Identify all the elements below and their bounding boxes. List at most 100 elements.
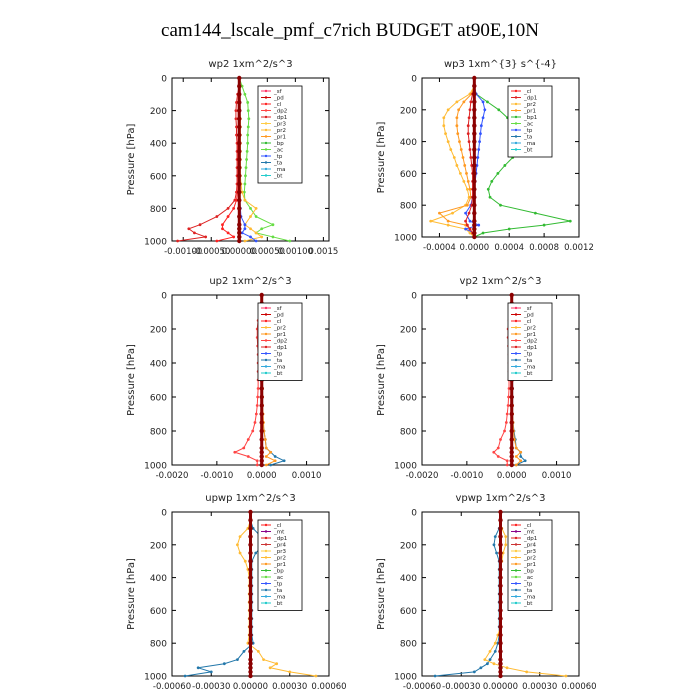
data-point_cl: [215, 239, 219, 243]
data-point_pr2: [275, 662, 279, 666]
data-point_dp2: [496, 455, 500, 458]
data-point_ta: [196, 666, 200, 670]
legend-entry: _pd: [523, 313, 534, 319]
data-point_dp1: [234, 117, 238, 121]
budget-marker: [237, 238, 242, 244]
data-point_ac: [254, 215, 258, 218]
legend-entry: _dp1: [273, 345, 287, 351]
legend-entry: _ta: [273, 161, 282, 167]
y-tick-label: 600: [150, 607, 167, 617]
data-point_ta: [433, 674, 437, 678]
legend-marker: [264, 562, 268, 566]
data-point_dp2: [504, 421, 508, 424]
budget-marker: [248, 624, 253, 629]
data-point_ta: [495, 551, 498, 555]
y-axis-label: Pressure [hPa]: [376, 558, 387, 630]
y-tick-label: 800: [150, 205, 167, 215]
legend-entry: _pr3: [273, 549, 287, 555]
legend-entry: _bp: [273, 569, 284, 575]
data-point_pr1: [273, 459, 277, 463]
y-tick-label: 200: [400, 106, 417, 116]
legend-entry: _pr3: [273, 122, 287, 128]
data-point_pr2: [243, 559, 247, 563]
budget-marker: [237, 100, 242, 105]
legend-entry: _mt: [273, 530, 285, 536]
legend-entry: _dp1: [273, 115, 287, 121]
legend-entry: _pd: [273, 96, 284, 102]
legend-marker: [264, 556, 268, 559]
legend-marker: [264, 569, 268, 572]
budget-marker: [237, 124, 242, 130]
legend-entry: _pr2: [273, 326, 286, 332]
data-point_pr2: [268, 666, 272, 670]
x-tick-label: -0.00060: [403, 682, 441, 692]
panel-title: wp3 1xm^{3} s^{-4}: [444, 59, 557, 70]
legend-entry: _dp2: [273, 109, 287, 115]
legend-marker: [514, 562, 518, 566]
data-point_ac: [244, 166, 248, 170]
data-point_dp1: [468, 227, 472, 231]
legend-entry: _cl: [273, 102, 282, 108]
legend-marker: [264, 595, 268, 598]
legend-marker: [264, 332, 268, 336]
budget-marker: [472, 91, 477, 97]
y-tick-label: 1000: [394, 673, 417, 683]
budget-marker: [237, 165, 242, 170]
legend-entry: _bp1: [523, 115, 537, 121]
budget-marker: [472, 123, 477, 128]
data-point_pr2: [442, 116, 446, 120]
budget-marker: [472, 107, 477, 113]
data-point_dp1: [176, 239, 180, 243]
legend-entry: _ac: [523, 575, 533, 581]
legend-marker: [514, 109, 518, 112]
y-axis-label: Pressure [hPa]: [126, 558, 137, 630]
legend-marker: [514, 556, 518, 559]
budget-marker: [472, 131, 477, 136]
legend-marker: [514, 582, 518, 585]
budget-marker: [498, 608, 503, 613]
x-tick-label: -0.0020: [156, 471, 189, 481]
budget-marker: [498, 632, 503, 638]
data-point_dp2: [255, 459, 259, 463]
x-tick-label: 0.00060: [311, 682, 346, 692]
data-point_ta: [493, 535, 497, 538]
legend-marker: [264, 306, 268, 310]
data-point_tp: [249, 235, 252, 239]
data-point_dp2: [256, 387, 260, 390]
y-tick-label: 200: [400, 541, 417, 551]
budget-marker: [248, 616, 253, 621]
data-point_dp1: [468, 108, 472, 112]
budget-marker: [509, 386, 514, 391]
budget-marker: [498, 509, 503, 515]
plot-frame: [421, 294, 580, 466]
budget-marker: [498, 661, 503, 666]
budget-marker: [248, 575, 253, 580]
budget-marker: [248, 608, 253, 613]
chart-panel-3: up2 1xm^2/s^3 Pressure [hPa] 0 200 400 600 800…: [126, 276, 330, 481]
data-point_pr2: [492, 662, 496, 666]
legend-marker: [514, 536, 518, 540]
legend-marker: [514, 549, 518, 553]
legend-marker: [514, 332, 518, 336]
x-tick-label: 0.0012: [564, 243, 594, 253]
x-tick-label: 0.00060: [561, 682, 596, 692]
y-tick-label: 600: [400, 394, 417, 404]
chart-panel-2: wp3 1xm^{3} s^{-4} Pressure [hPa] 0 200 400 6…: [376, 59, 594, 253]
legend-entry: _sf: [273, 306, 283, 312]
data-point_pr2: [452, 156, 456, 159]
data-point_tp: [464, 227, 468, 231]
budget-marker: [472, 99, 477, 105]
data-point_tp: [483, 108, 487, 112]
budget-marker: [248, 518, 253, 523]
data-point_tp: [476, 156, 480, 159]
legend-entry: _tp: [523, 128, 533, 134]
data-point_ta: [488, 658, 492, 661]
data-point_dp1: [469, 156, 473, 159]
legend-entry: _dp1: [273, 536, 287, 542]
budget-marker: [237, 75, 242, 81]
data-point_pr2: [483, 658, 487, 661]
budget-marker: [248, 669, 253, 675]
budget-marker: [237, 108, 242, 113]
x-tick-label: 0.00000: [222, 247, 257, 257]
budget-marker: [237, 83, 242, 89]
